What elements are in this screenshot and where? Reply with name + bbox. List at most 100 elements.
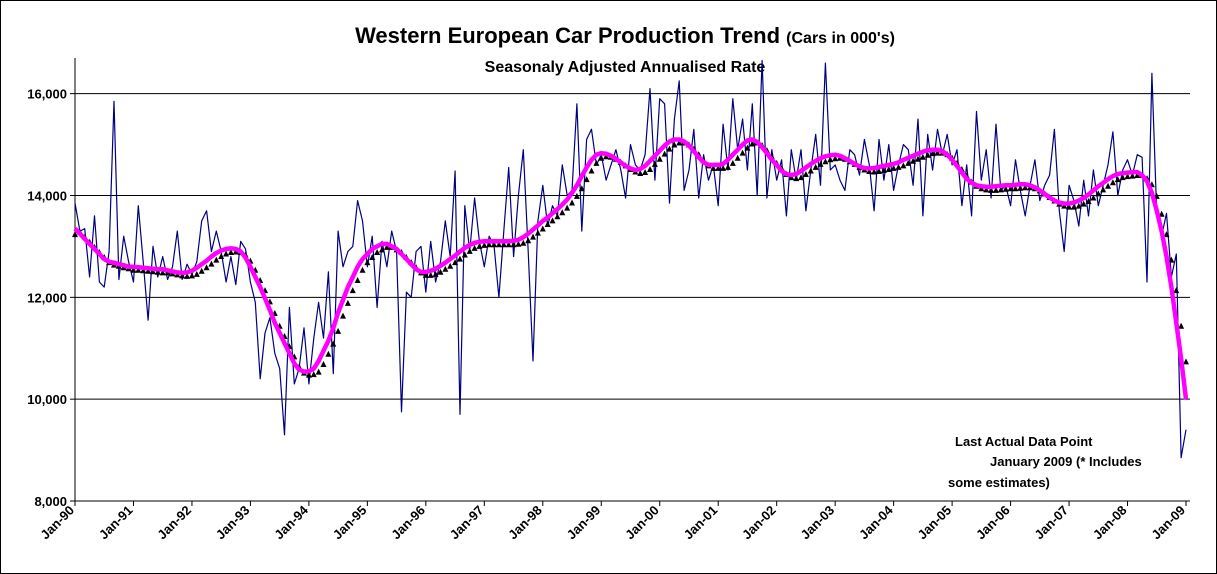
trend-marker (642, 169, 649, 176)
trend-marker (1173, 287, 1180, 294)
trend-marker (671, 141, 678, 148)
trend-marker (335, 327, 342, 334)
trend-marker (1178, 322, 1185, 329)
trend-marker (72, 231, 78, 238)
y-tick-label: 12,000 (27, 290, 67, 305)
trend-marker (310, 371, 317, 378)
trend-marker (661, 150, 668, 157)
trend-marker (866, 167, 873, 174)
trend-marker (929, 150, 936, 157)
trend-marker (193, 270, 200, 277)
trend-marker (471, 244, 478, 251)
trend-marker (359, 266, 366, 273)
trend-marker (1022, 184, 1029, 191)
trend-marker (145, 267, 152, 274)
trend-marker (739, 149, 746, 156)
trend-marker (934, 149, 941, 156)
trend-marker (832, 155, 839, 162)
trend-marker (573, 192, 580, 199)
trend-marker (466, 247, 473, 254)
trend-marker (817, 160, 824, 167)
trend-marker (1134, 172, 1141, 179)
trend-marker (500, 241, 507, 248)
trend-marker (305, 371, 312, 378)
trend-marker (1017, 184, 1024, 191)
trend-marker (1100, 186, 1107, 193)
trend-marker (569, 199, 576, 206)
trend-marker (383, 243, 390, 250)
y-tick-label: 14,000 (27, 188, 67, 203)
trend-line (73, 137, 1189, 400)
trend-marker (588, 167, 595, 174)
annotation: some estimates) (948, 475, 1050, 490)
trend-marker (208, 260, 215, 267)
y-tick-label: 8,000 (34, 494, 67, 509)
trend-marker (374, 248, 381, 255)
trend-marker (364, 259, 371, 266)
trend-marker (812, 163, 819, 170)
trend-marker (715, 164, 722, 171)
annotation: Last Actual Data Point (955, 434, 1093, 449)
trend-marker (603, 153, 610, 160)
trend-marker (729, 159, 736, 166)
trend-marker (520, 239, 527, 246)
trend-marker (495, 241, 502, 248)
trend-marker (213, 256, 220, 263)
trend-marker (549, 217, 556, 224)
trend-marker (744, 144, 751, 151)
chart-subtitle: Seasonaly Adjusted Annualised Rate (485, 59, 766, 76)
trend-marker (651, 160, 658, 167)
trend-marker (427, 271, 434, 278)
trend-marker (378, 246, 385, 253)
trend-marker (983, 186, 990, 193)
trend-marker (988, 186, 995, 193)
trend-marker (198, 267, 205, 274)
trend-marker (827, 156, 834, 163)
trend-marker (486, 241, 493, 248)
trend-marker (900, 162, 907, 169)
trend-marker (203, 264, 210, 271)
trend-marker (442, 265, 449, 272)
trend-marker (1070, 203, 1077, 210)
trend-marker (1163, 231, 1170, 238)
trend-marker (1066, 203, 1073, 210)
trend-marker (481, 241, 488, 248)
trend-marker (734, 154, 741, 161)
trend-marker (1119, 174, 1126, 181)
trend-marker (880, 166, 887, 173)
trend-marker (544, 220, 551, 227)
trend-marker (188, 272, 195, 279)
trend-marker (578, 185, 585, 192)
title-main: Western European Car Production Trend (355, 23, 786, 48)
trend-marker (461, 251, 468, 258)
trend-marker (154, 268, 161, 275)
trend-marker (919, 153, 926, 160)
trend-marker (320, 360, 327, 367)
trend-marker (1085, 198, 1092, 205)
trend-marker (914, 155, 921, 162)
trend-marker (140, 267, 147, 274)
trend-marker (656, 155, 663, 162)
trend-marker (554, 213, 561, 220)
trend-marker (530, 233, 537, 240)
trend-marker (491, 241, 498, 248)
trend-marker (1105, 182, 1112, 189)
trend-marker (344, 299, 351, 306)
trend-marker (223, 250, 230, 257)
trend-marker (793, 175, 800, 182)
title-note: (Cars in 000's) (786, 30, 895, 47)
trend-marker (1129, 172, 1136, 179)
trend-marker (510, 241, 517, 248)
trend-marker (583, 176, 590, 183)
trend-marker (1114, 176, 1121, 183)
trend-marker (330, 340, 337, 347)
trend-marker (159, 269, 166, 276)
trend-marker (369, 254, 376, 261)
trend-marker (135, 266, 142, 273)
trend-marker (876, 167, 883, 174)
trend-marker (807, 167, 814, 174)
trend-marker (885, 165, 892, 172)
trend-marker (1124, 173, 1131, 180)
trend-marker (1168, 256, 1175, 263)
